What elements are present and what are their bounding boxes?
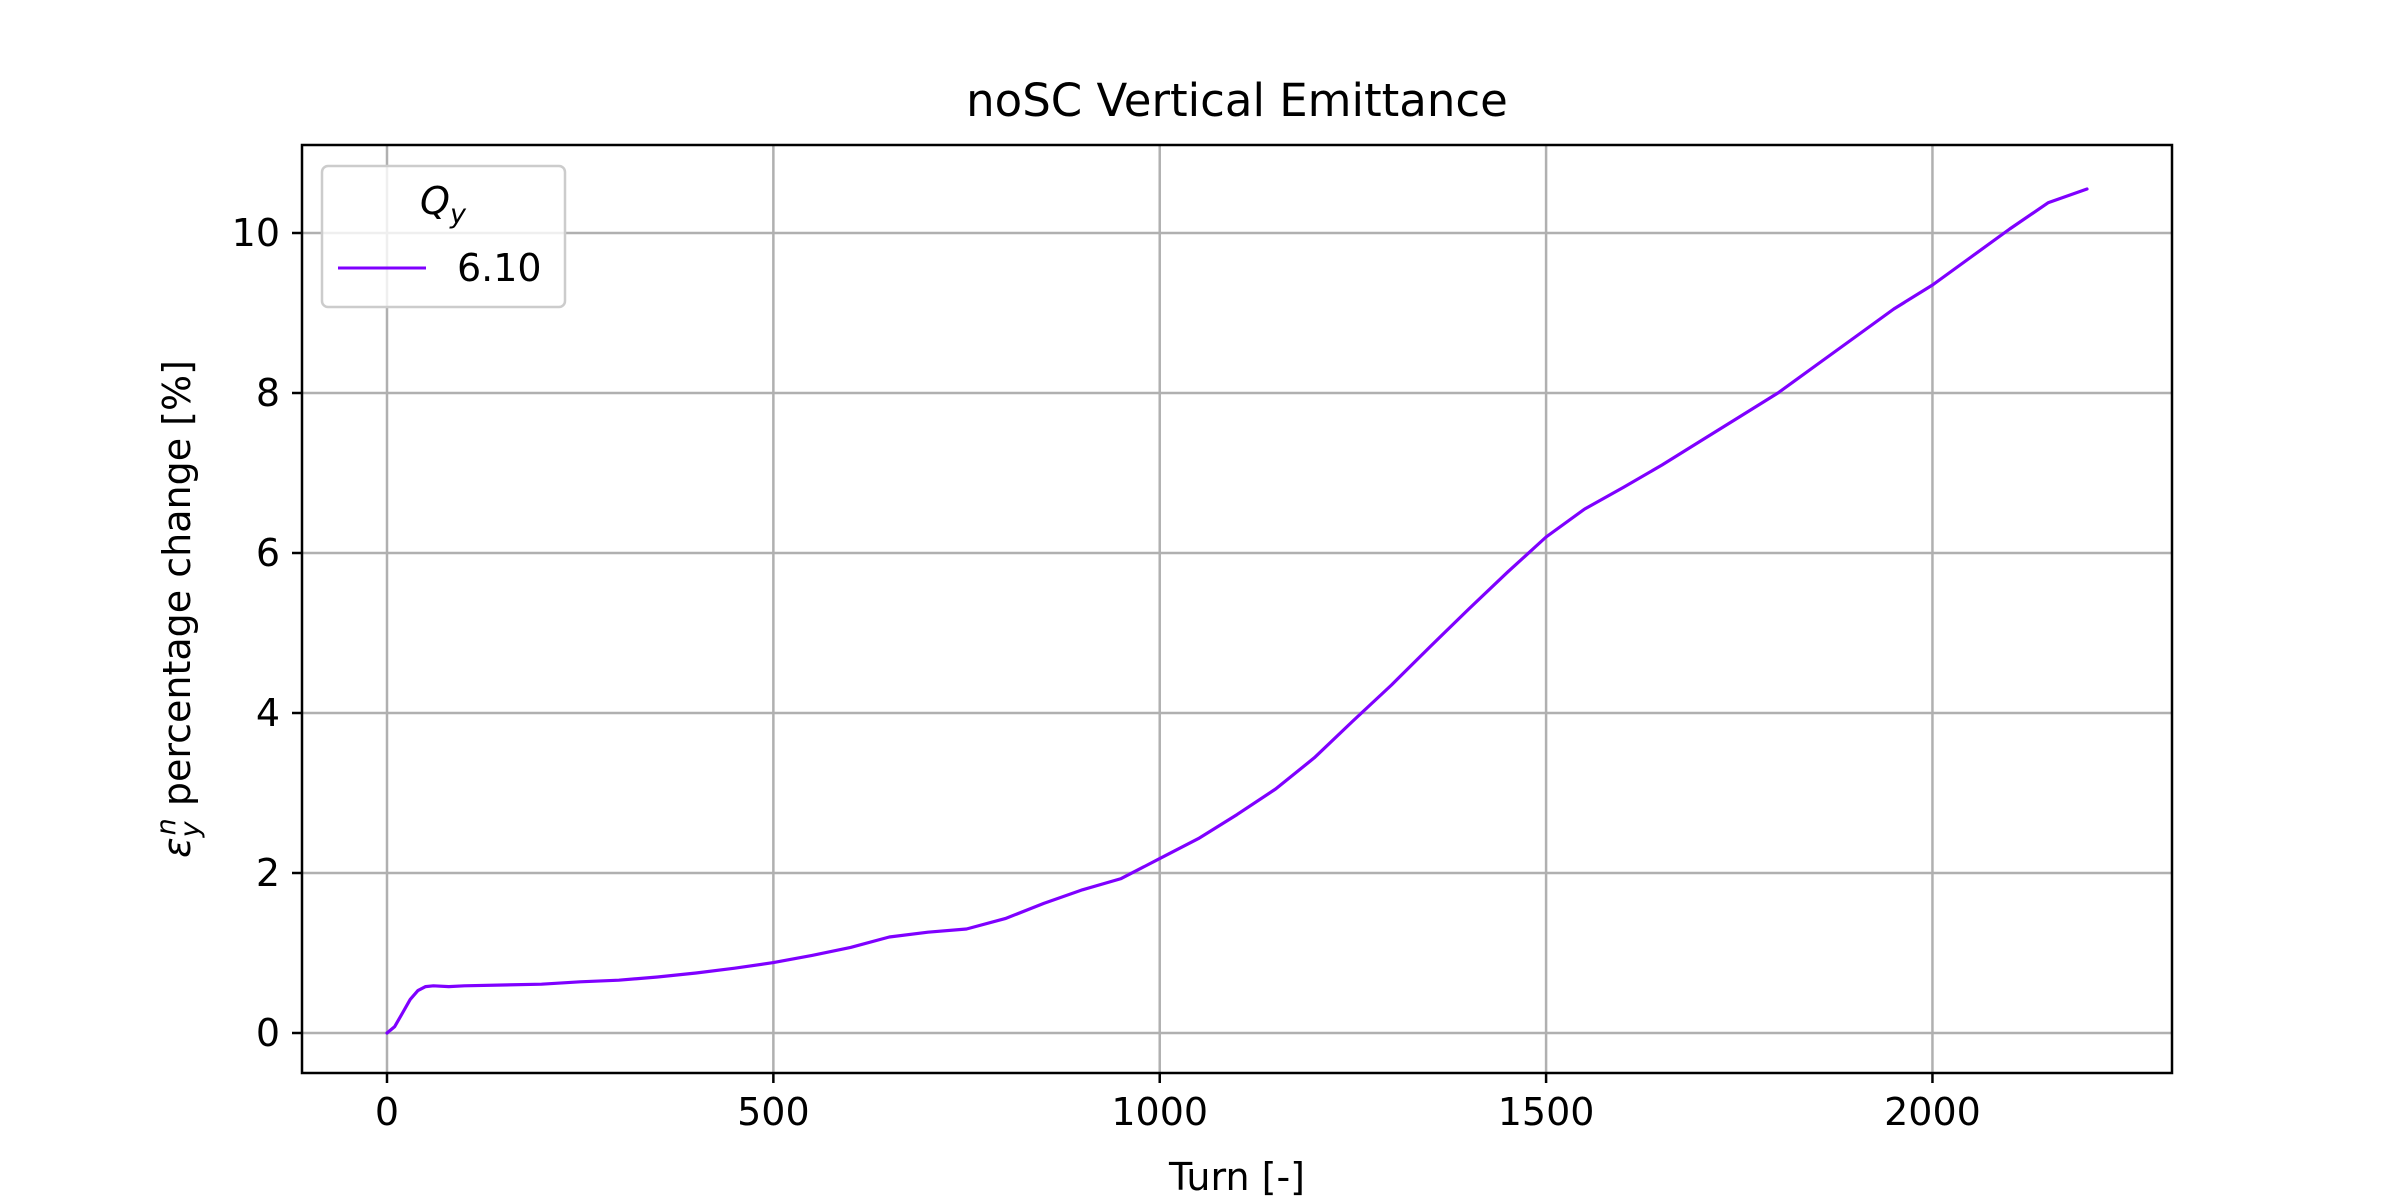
y-axis-label-superscript: n <box>151 818 182 835</box>
x-tick-label: 2000 <box>1884 1090 1981 1134</box>
legend-title-symbol: Q <box>420 179 450 223</box>
legend-label-series-0: 6.10 <box>457 246 542 290</box>
y-tick-label: 4 <box>256 691 280 735</box>
y-tick-label: 8 <box>256 371 280 415</box>
y-axis-label-symbol: ε <box>155 837 199 858</box>
x-axis-label: Turn [-] <box>1168 1155 1305 1199</box>
y-tick-label: 6 <box>256 531 280 575</box>
series-line-0 <box>385 187 2089 1035</box>
plot-frame <box>300 143 2174 1075</box>
series-layer <box>385 187 2089 1035</box>
chart-title: noSC Vertical Emittance <box>966 74 1508 127</box>
x-axis: 0 500 1000 1500 2000 <box>375 1073 1981 1134</box>
x-tick-label: 1500 <box>1498 1090 1595 1134</box>
legend-title-subscript: y <box>449 199 467 230</box>
y-tick-label: 0 <box>256 1011 280 1055</box>
legend-box <box>320 164 567 309</box>
y-axis-label: εyn percentage change [%] <box>151 360 206 858</box>
y-axis-label-text: percentage change [%] <box>155 360 199 818</box>
x-tick-label: 1000 <box>1111 1090 1208 1134</box>
y-axis-label-subscript: y <box>175 820 206 838</box>
x-tick-label: 0 <box>375 1090 399 1134</box>
legend-title: Qy <box>420 179 467 230</box>
grid <box>302 145 2172 1073</box>
y-tick-label: 2 <box>256 851 280 895</box>
legend: Qy 6.10 <box>320 164 567 309</box>
x-tick-label: 500 <box>737 1090 810 1134</box>
y-axis: 0 2 4 6 8 10 <box>232 211 302 1055</box>
y-tick-label: 10 <box>232 211 280 255</box>
